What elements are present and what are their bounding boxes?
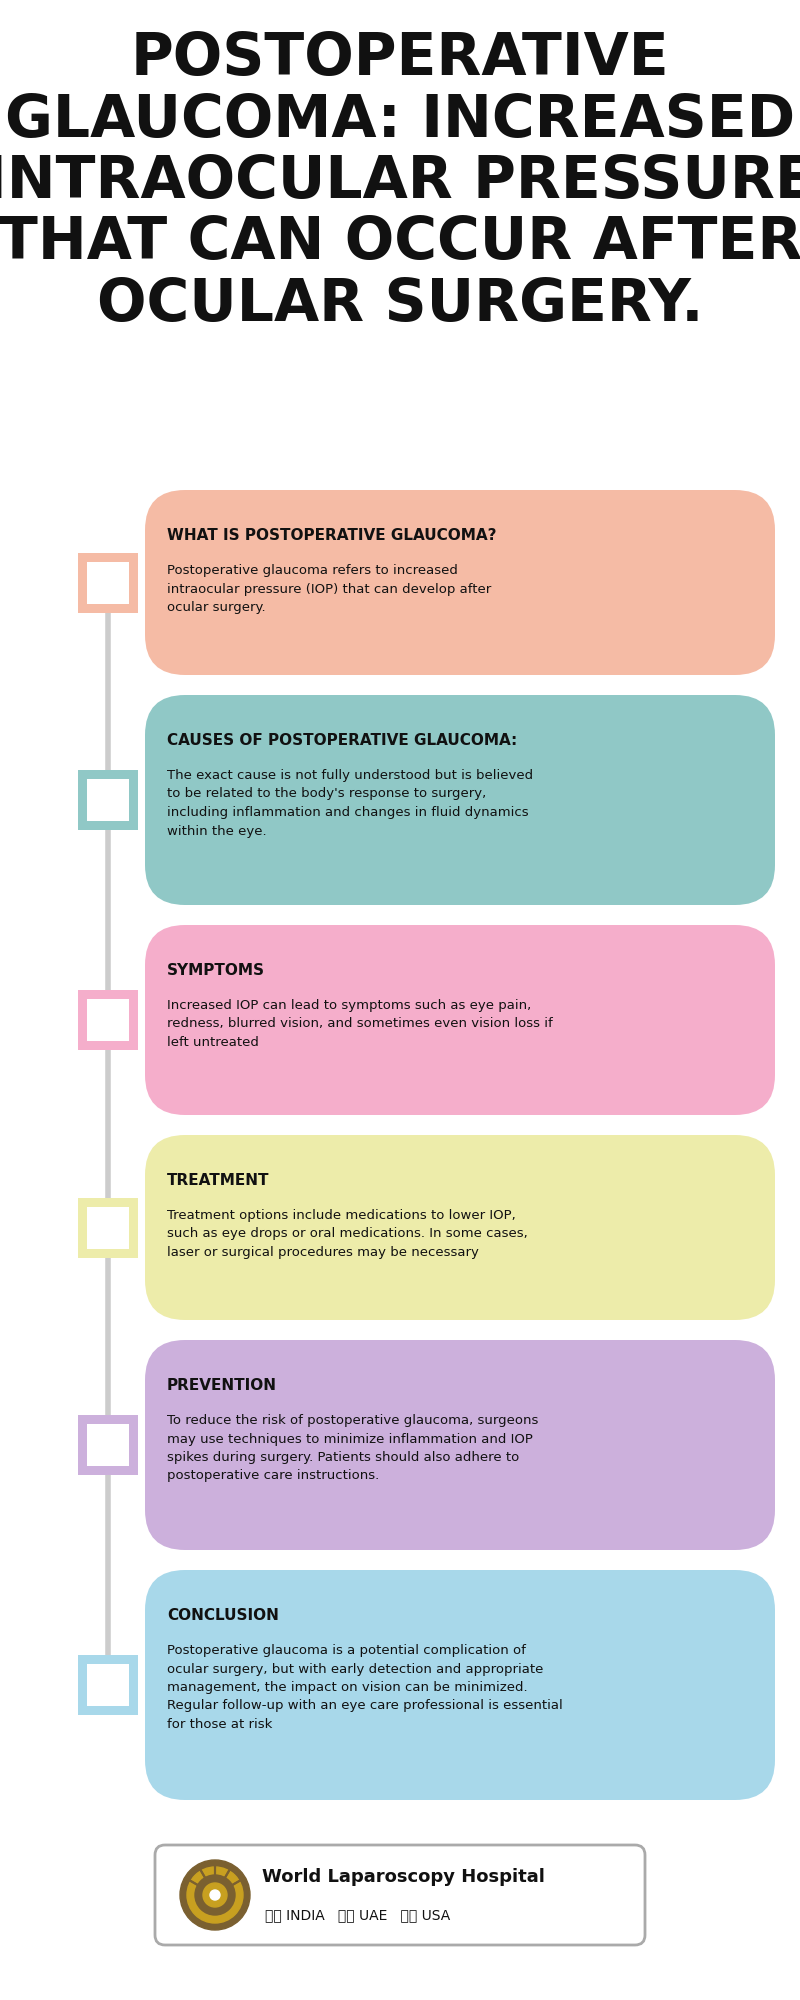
Circle shape [203,1884,227,1908]
Circle shape [187,1868,243,1924]
Bar [78,770,138,830]
Bar [78,990,138,1050]
FancyBboxPatch shape [155,1844,645,1944]
Text: WHAT IS POSTOPERATIVE GLAUCOMA?: WHAT IS POSTOPERATIVE GLAUCOMA? [167,528,497,542]
Circle shape [195,1876,235,1916]
Text: Increased IOP can lead to symptoms such as eye pain,
redness, blurred vision, an: Increased IOP can lead to symptoms such … [167,998,553,1048]
Text: SYMPTOMS: SYMPTOMS [167,964,265,978]
Text: PREVENTION: PREVENTION [167,1378,277,1392]
Bar [87,778,129,820]
Bar [78,1198,138,1258]
Text: CAUSES OF POSTOPERATIVE GLAUCOMA:: CAUSES OF POSTOPERATIVE GLAUCOMA: [167,732,518,748]
Bar [87,1664,129,1706]
Bar [87,998,129,1040]
FancyBboxPatch shape [145,1340,775,1550]
Circle shape [210,1890,220,1900]
Bar [78,1416,138,1476]
Text: To reduce the risk of postoperative glaucoma, surgeons
may use techniques to min: To reduce the risk of postoperative glau… [167,1414,538,1482]
Text: CONCLUSION: CONCLUSION [167,1608,279,1624]
Text: TREATMENT: TREATMENT [167,1172,270,1188]
Text: World Laparoscopy Hospital: World Laparoscopy Hospital [262,1868,545,1886]
Text: Postoperative glaucoma refers to increased
intraocular pressure (IOP) that can d: Postoperative glaucoma refers to increas… [167,564,491,614]
Bar [87,562,129,604]
Circle shape [180,1860,250,1930]
Bar [87,1424,129,1466]
Bar [78,552,138,612]
Text: Postoperative glaucoma is a potential complication of
ocular surgery, but with e: Postoperative glaucoma is a potential co… [167,1644,562,1730]
Text: The exact cause is not fully understood but is believed
to be related to the bod: The exact cause is not fully understood … [167,768,533,838]
FancyBboxPatch shape [145,1136,775,1320]
Bar [87,1206,129,1248]
FancyBboxPatch shape [145,924,775,1116]
FancyBboxPatch shape [145,490,775,676]
FancyBboxPatch shape [145,1570,775,1800]
Bar [78,1656,138,1714]
Text: 🇮🇳 INDIA   🇦🇪 UAE   🇺🇸 USA: 🇮🇳 INDIA 🇦🇪 UAE 🇺🇸 USA [265,1908,450,1922]
Text: POSTOPERATIVE
GLAUCOMA: INCREASED
INTRAOCULAR PRESSURE
THAT CAN OCCUR AFTER
OCUL: POSTOPERATIVE GLAUCOMA: INCREASED INTRAO… [0,30,800,332]
Text: Treatment options include medications to lower IOP,
such as eye drops or oral me: Treatment options include medications to… [167,1208,528,1260]
FancyBboxPatch shape [145,696,775,904]
